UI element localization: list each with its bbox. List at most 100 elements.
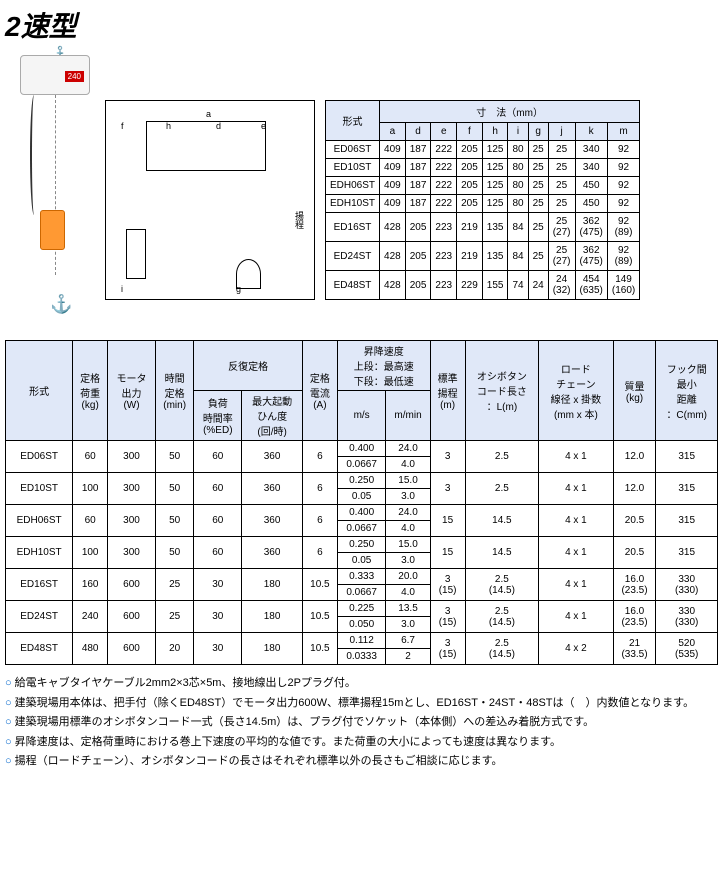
cell: 2.5 — [465, 473, 539, 505]
cell: 0.05 — [337, 553, 386, 569]
cell: 125 — [482, 195, 508, 213]
diagram-hoist — [146, 121, 266, 171]
cell: 15 — [430, 505, 465, 537]
cell: 315 — [656, 441, 718, 473]
cell: 187 — [405, 195, 431, 213]
cell: 84 — [508, 213, 528, 242]
cell: 2 — [386, 649, 430, 665]
dim-col: j — [548, 123, 575, 141]
cell: 330 (330) — [656, 601, 718, 633]
cell: 60 — [194, 537, 242, 569]
page-title: 2速型 — [5, 5, 718, 45]
bullet-icon: ○ — [5, 716, 12, 728]
cell: 15 — [430, 537, 465, 569]
th-repeat: 反復定格 — [194, 341, 303, 391]
cell-model: ED16ST — [6, 569, 73, 601]
cell: 2.5 (14.5) — [465, 633, 539, 665]
cell: 25 — [528, 195, 548, 213]
dim-row: ED16ST428205223219135842525 (27)362 (475… — [326, 213, 640, 242]
dim-col: m — [607, 123, 639, 141]
th-speed: 昇降速度 上段：最高速 下段：最低速 — [337, 341, 430, 391]
cell: 360 — [242, 473, 303, 505]
cell: 80 — [508, 141, 528, 159]
cell: 14.5 — [465, 537, 539, 569]
cell-model: EDH06ST — [6, 505, 73, 537]
dim-i: i — [121, 284, 123, 294]
hoist-label: 240 — [65, 71, 84, 82]
dim-row: EDH06ST40918722220512580252545092 — [326, 177, 640, 195]
cell: 180 — [242, 601, 303, 633]
cell: 135 — [482, 213, 508, 242]
dim-row: ED24ST428205223219135842525 (27)362 (475… — [326, 242, 640, 271]
cell: 340 — [575, 141, 607, 159]
bullet-icon: ○ — [5, 736, 12, 748]
spec-row: EDH06ST60300506036060.40024.01514.54 x 1… — [6, 505, 718, 521]
cell: 223 — [431, 242, 457, 271]
cell: 3 (15) — [430, 601, 465, 633]
dim-g: g — [236, 284, 241, 294]
spec-row: ED48ST480600203018010.50.1126.73 (15)2.5… — [6, 633, 718, 649]
dimension-table-wrap: 形式 寸 法（mm） adefhigjkm ED06ST409187222205… — [325, 100, 640, 300]
cell: 25 — [155, 569, 193, 601]
cell: 16.0 (23.5) — [613, 569, 656, 601]
cell: 360 — [242, 505, 303, 537]
cell: 180 — [242, 633, 303, 665]
cell: 0.0667 — [337, 521, 386, 537]
spec-row: EDH10ST100300506036060.25015.01514.54 x … — [6, 537, 718, 553]
cell: 222 — [431, 177, 457, 195]
cell: 92 — [607, 159, 639, 177]
cell: 30 — [194, 633, 242, 665]
cell: 409 — [380, 159, 406, 177]
cell: 100 — [73, 537, 108, 569]
cell: 21 (33.5) — [613, 633, 656, 665]
cell: 428 — [380, 242, 406, 271]
cell: 409 — [380, 177, 406, 195]
cell: 3 (15) — [430, 569, 465, 601]
cell: 0.250 — [337, 537, 386, 553]
cell: 4 x 1 — [539, 473, 613, 505]
cell: 13.5 — [386, 601, 430, 617]
cell: 155 — [482, 271, 508, 300]
pendant-control — [40, 210, 65, 250]
cell: 240 — [73, 601, 108, 633]
cell: 30 — [194, 569, 242, 601]
dim-col: e — [431, 123, 457, 141]
dim-th-model: 形式 — [326, 101, 380, 141]
dim-row: EDH10ST40918722220512580252545092 — [326, 195, 640, 213]
dim-col: g — [528, 123, 548, 141]
cell: 25 — [548, 159, 575, 177]
cell: 219 — [457, 242, 483, 271]
cell: 300 — [108, 505, 156, 537]
cell: 60 — [73, 441, 108, 473]
th-chain: ロード チェーン 線径 x 掛数 (mm x 本) — [539, 341, 613, 441]
cell: 480 — [73, 633, 108, 665]
spec-row: ED16ST160600253018010.50.33320.03 (15)2.… — [6, 569, 718, 585]
cell: 16.0 (23.5) — [613, 601, 656, 633]
cell: 409 — [380, 195, 406, 213]
th-time: 時間 定格 (min) — [155, 341, 193, 441]
cell: 3 — [430, 473, 465, 505]
cell: 10.5 — [302, 569, 337, 601]
note-line: ○揚程（ロードチェーン）、オシボタンコードの長さはそれぞれ標準以外の長さもご相談… — [5, 753, 718, 771]
cell: 520 (535) — [656, 633, 718, 665]
cell: 10.5 — [302, 601, 337, 633]
dim-a: a — [206, 109, 211, 119]
dimension-diagram: a f h d e 揚程 i g — [105, 100, 315, 300]
cell: 454 (635) — [575, 271, 607, 300]
cell: 205 — [405, 271, 431, 300]
cell-model: ED24ST — [326, 242, 380, 271]
cell: 80 — [508, 177, 528, 195]
cell: 315 — [656, 505, 718, 537]
cell: 125 — [482, 159, 508, 177]
cell: 15.0 — [386, 473, 430, 489]
cell: 4 x 1 — [539, 601, 613, 633]
dim-row: ED10ST40918722220512580252534092 — [326, 159, 640, 177]
cell: 223 — [431, 271, 457, 300]
spec-row: ED06ST60300506036060.40024.032.54 x 112.… — [6, 441, 718, 457]
spec-row: ED24ST240600253018010.50.22513.53 (15)2.… — [6, 601, 718, 617]
cell: 450 — [575, 195, 607, 213]
cell: 25 — [548, 141, 575, 159]
hoist-body: 240 — [20, 55, 90, 95]
cell: 74 — [508, 271, 528, 300]
cell: 219 — [457, 213, 483, 242]
